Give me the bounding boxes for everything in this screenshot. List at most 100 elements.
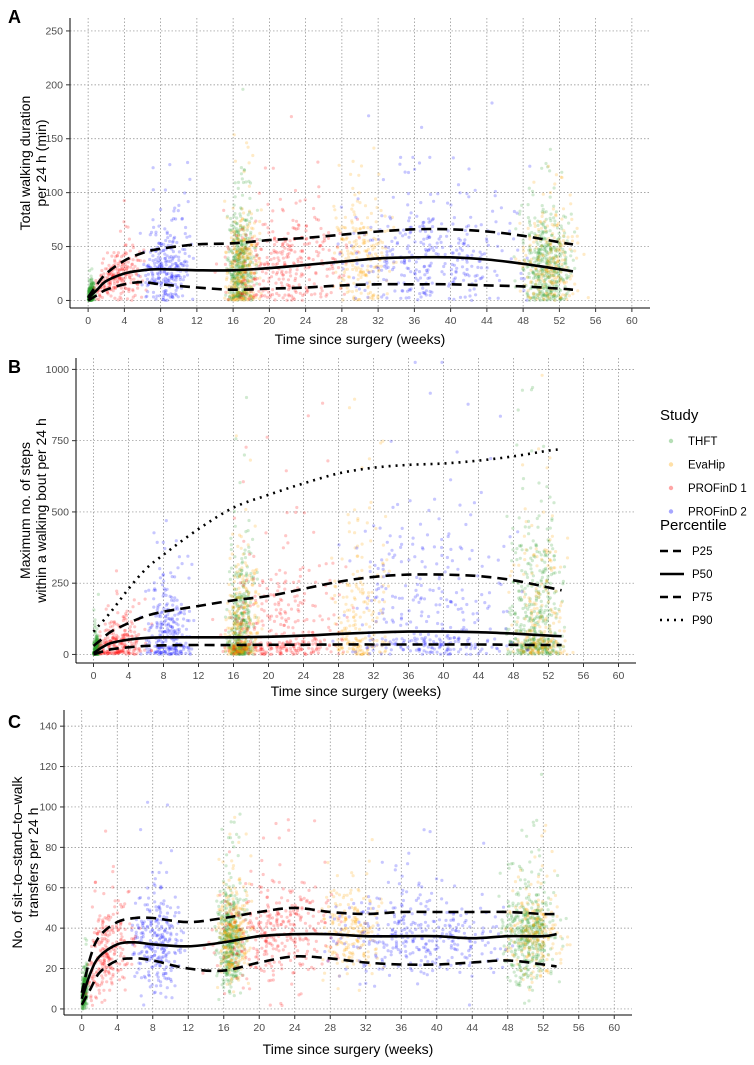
observation-point xyxy=(370,590,374,594)
observation-point xyxy=(184,225,188,230)
observation-point xyxy=(557,570,562,574)
observation-point xyxy=(241,226,245,230)
observation-point xyxy=(238,291,243,295)
observation-point xyxy=(260,270,265,274)
observation-point xyxy=(93,618,97,622)
observation-point xyxy=(532,292,536,296)
observation-point xyxy=(277,293,281,297)
observation-point xyxy=(248,617,252,621)
observation-point xyxy=(108,280,112,284)
observation-point xyxy=(534,547,538,551)
observation-point xyxy=(159,250,163,254)
observation-point xyxy=(243,260,247,264)
observation-point xyxy=(547,275,551,279)
observation-point xyxy=(171,275,175,279)
observation-point xyxy=(522,534,527,538)
observation-point xyxy=(382,264,386,268)
observation-point xyxy=(470,264,474,268)
observation-point xyxy=(372,146,376,150)
observation-point xyxy=(232,244,236,248)
observation-point xyxy=(569,271,573,275)
observation-point xyxy=(510,559,514,563)
observation-point xyxy=(176,264,180,268)
observation-point xyxy=(247,263,252,267)
observation-point xyxy=(376,296,380,300)
observation-point xyxy=(520,203,524,207)
observation-point xyxy=(242,168,247,172)
observation-point xyxy=(129,265,133,269)
observation-point xyxy=(231,292,235,296)
observation-point xyxy=(242,574,246,578)
observation-point xyxy=(360,542,364,546)
observation-point xyxy=(561,279,565,283)
observation-point xyxy=(403,170,407,174)
observation-point xyxy=(155,294,159,298)
observation-point xyxy=(341,237,345,241)
observation-point xyxy=(93,624,97,628)
observation-point xyxy=(224,251,228,255)
observation-point xyxy=(243,246,247,250)
observation-point xyxy=(243,247,247,251)
observation-point xyxy=(532,601,536,605)
observation-point xyxy=(555,279,559,283)
observation-point xyxy=(233,639,237,643)
observation-point xyxy=(108,280,113,284)
observation-point xyxy=(344,637,348,641)
observation-point xyxy=(244,296,248,300)
observation-point xyxy=(565,276,569,280)
observation-point xyxy=(549,251,554,255)
observation-point xyxy=(237,251,241,255)
observation-point xyxy=(549,212,553,216)
observation-point xyxy=(424,249,429,253)
observation-point xyxy=(422,237,426,241)
observation-point xyxy=(564,255,568,259)
observation-point xyxy=(128,275,132,280)
observation-point xyxy=(105,275,110,279)
observation-point xyxy=(548,550,552,554)
observation-point xyxy=(234,234,239,238)
observation-point xyxy=(94,279,98,283)
observation-point xyxy=(130,622,134,626)
y-tick-label: 200 xyxy=(45,79,63,91)
observation-point xyxy=(537,278,541,282)
observation-point xyxy=(240,247,244,251)
observation-point xyxy=(244,219,248,223)
observation-point xyxy=(452,277,456,281)
observation-point xyxy=(234,222,239,226)
observation-point xyxy=(554,173,559,177)
observation-point xyxy=(238,646,242,650)
observation-point xyxy=(551,255,556,259)
observation-point xyxy=(533,260,537,264)
observation-point xyxy=(537,258,541,262)
observation-point xyxy=(154,258,158,262)
observation-point xyxy=(558,277,562,281)
observation-point xyxy=(539,499,543,503)
observation-point xyxy=(232,237,237,241)
observation-point xyxy=(466,244,470,248)
observation-point xyxy=(364,272,368,277)
observation-point xyxy=(352,276,356,280)
observation-point xyxy=(340,237,344,242)
observation-point xyxy=(428,235,432,239)
observation-point xyxy=(542,639,546,643)
observation-point xyxy=(547,592,551,596)
observation-point xyxy=(249,260,253,265)
observation-point xyxy=(548,640,553,644)
observation-point xyxy=(549,291,553,295)
observation-point xyxy=(535,606,539,610)
observation-point xyxy=(247,279,251,283)
observation-point xyxy=(551,282,555,286)
observation-point xyxy=(230,644,235,648)
observation-point xyxy=(286,231,290,235)
observation-point xyxy=(534,282,538,286)
observation-point xyxy=(266,202,270,206)
observation-point xyxy=(247,574,252,578)
observation-point xyxy=(582,252,586,256)
observation-point xyxy=(109,294,113,298)
observation-point xyxy=(537,277,541,281)
observation-point xyxy=(233,259,237,263)
observation-point xyxy=(535,516,539,521)
observation-point xyxy=(240,217,245,221)
observation-point xyxy=(153,264,157,268)
observation-point xyxy=(246,263,250,267)
